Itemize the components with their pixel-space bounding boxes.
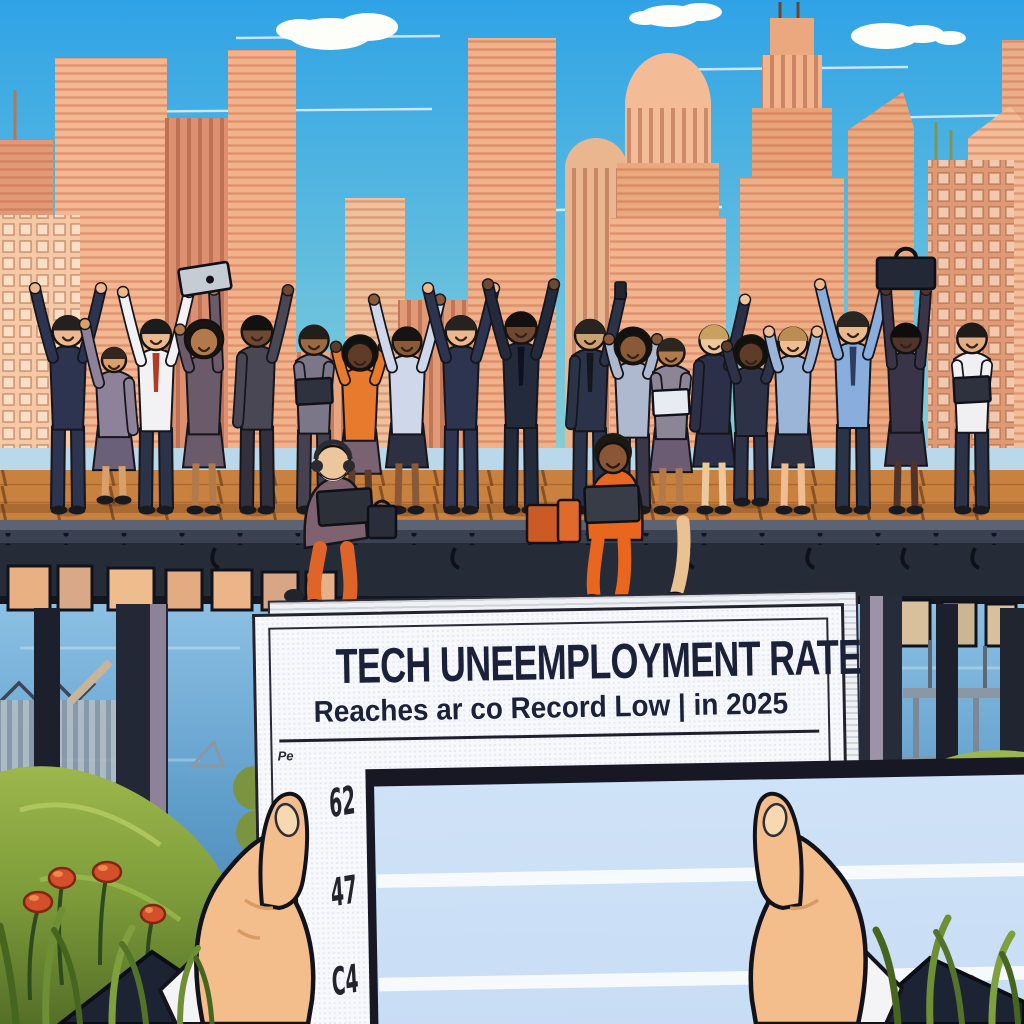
person xyxy=(762,325,824,517)
headline-title: TECH UNEEMPLOYMENT RATE xyxy=(335,629,862,695)
y-axis-labels: 6247C4090645222403120001100402 xyxy=(328,779,360,1006)
svg-text:62: 62 xyxy=(328,779,356,828)
clouds xyxy=(276,3,966,50)
person xyxy=(875,246,937,517)
person xyxy=(367,293,447,517)
person xyxy=(28,282,108,517)
person xyxy=(232,284,295,517)
seated-man-laptop xyxy=(284,439,398,615)
unemployment-chart-svg: 6247C4090645222403120001100402 xyxy=(328,752,1024,1024)
headline-subtitle: Reaches ar co Record Low | in 2025 xyxy=(313,687,789,729)
person xyxy=(116,285,196,517)
unemployment-chart: Pe 6247C4090645222403120001100402 xyxy=(277,739,1024,1024)
person xyxy=(951,322,993,517)
person xyxy=(78,317,139,507)
person xyxy=(648,337,694,517)
person xyxy=(173,260,233,517)
chart-frame xyxy=(365,752,1024,1024)
svg-text:C4: C4 xyxy=(331,957,360,1006)
person xyxy=(720,334,782,509)
newspaper: TECH UNEEMPLOYMENT RATE Reaches ar co Re… xyxy=(252,589,1024,1024)
person xyxy=(689,293,752,517)
person xyxy=(481,278,561,517)
newspaper-front-sheet: TECH UNEEMPLOYMENT RATE Reaches ar co Re… xyxy=(252,603,1024,1024)
svg-text:47: 47 xyxy=(330,868,358,917)
